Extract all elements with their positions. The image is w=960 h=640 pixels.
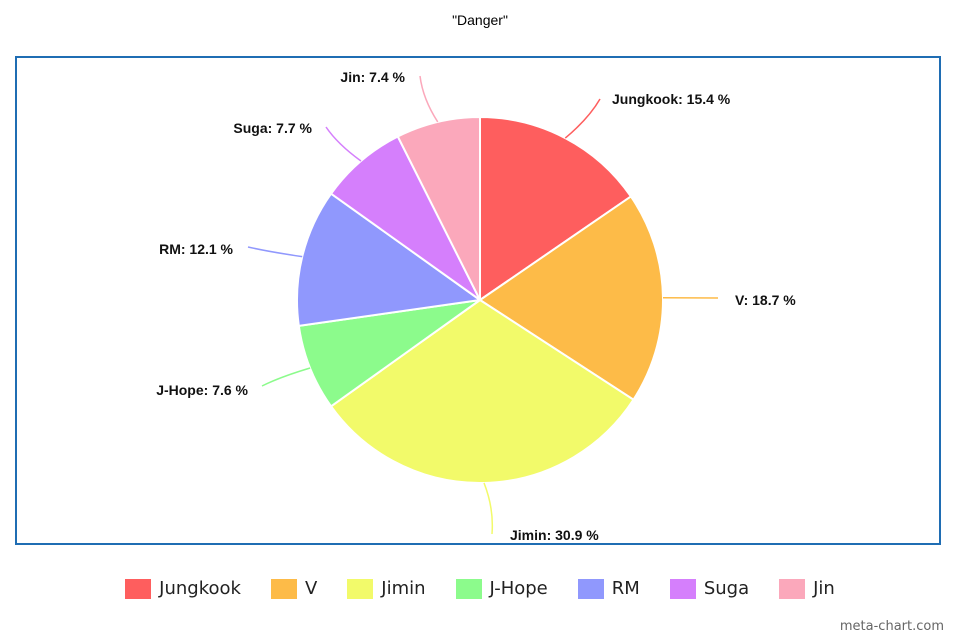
- legend-item-suga[interactable]: Suga: [669, 578, 750, 599]
- legend-label: V: [304, 578, 318, 599]
- slice-label-j-hope: J-Hope: 7.6 %: [156, 382, 248, 398]
- legend-swatch: [455, 578, 482, 599]
- legend-item-jungkook[interactable]: Jungkook: [125, 578, 241, 599]
- leader-line-suga: [325, 126, 362, 162]
- slice-label-rm: RM: 12.1 %: [159, 241, 233, 257]
- legend-item-j-hope[interactable]: J-Hope: [455, 578, 548, 599]
- slice-label-jimin: Jimin: 30.9 %: [510, 527, 599, 543]
- pie-slice-jungkook: [479, 115, 633, 302]
- chart-frame: [15, 56, 941, 545]
- chart-legend: Jungkook V Jimin J-Hope RM Suga Jin: [0, 578, 960, 599]
- pie-slice-v: [478, 195, 664, 402]
- slice-label-v: V: 18.7 %: [735, 292, 796, 308]
- legend-label: Jungkook: [159, 578, 241, 599]
- slice-label-jungkook: Jungkook: 15.4 %: [612, 91, 731, 107]
- legend-swatch: [779, 578, 806, 599]
- leader-line-jimin: [483, 482, 494, 535]
- legend-item-rm[interactable]: RM: [577, 578, 640, 599]
- legend-swatch: [669, 578, 696, 599]
- pie-slice-rm: [296, 192, 483, 327]
- legend-swatch: [577, 578, 604, 599]
- leader-line-jin: [419, 75, 439, 123]
- watermark: meta-chart.com: [839, 619, 944, 634]
- legend-swatch: [347, 578, 374, 599]
- legend-label: Suga: [703, 578, 750, 599]
- legend-label: Jimin: [381, 578, 426, 599]
- slice-label-jin: Jin: 7.4 %: [340, 69, 405, 85]
- legend-item-jimin[interactable]: Jimin: [347, 578, 426, 599]
- slice-label-suga: Suga: 7.7 %: [233, 120, 312, 136]
- legend-label: RM: [611, 578, 640, 599]
- pie-slice-jimin: [329, 298, 635, 484]
- legend-swatch: [125, 578, 152, 599]
- leader-line-j-hope: [261, 367, 311, 387]
- leader-line-rm: [247, 246, 303, 258]
- legend-item-v[interactable]: V: [270, 578, 318, 599]
- legend-item-jin[interactable]: Jin: [779, 578, 835, 599]
- leader-line-jungkook: [564, 98, 601, 139]
- legend-swatch: [270, 578, 297, 599]
- legend-label: J-Hope: [489, 578, 548, 599]
- legend-label: Jin: [813, 578, 835, 599]
- chart-title: "Danger": [452, 12, 508, 28]
